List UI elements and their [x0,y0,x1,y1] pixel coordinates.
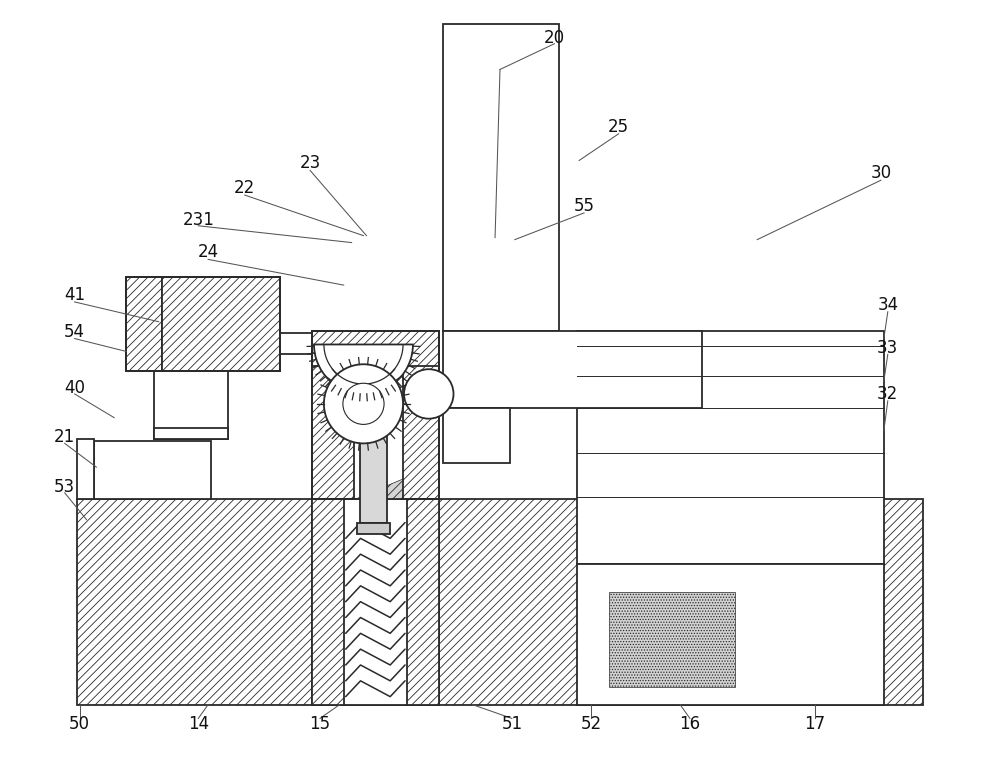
Text: 24: 24 [198,244,219,262]
Text: 21: 21 [54,428,75,446]
Text: 52: 52 [580,715,602,733]
Bar [126,277,280,371]
Bar [403,365,439,499]
Polygon shape [354,463,439,499]
Bar [94,442,211,499]
Wedge shape [314,345,413,394]
Text: 40: 40 [64,379,85,397]
Bar [154,428,228,439]
Text: 30: 30 [870,165,891,182]
Bar [577,331,884,564]
Text: 54: 54 [64,323,85,341]
Text: 32: 32 [877,385,898,403]
Bar [443,331,702,407]
Text: 41: 41 [64,286,85,304]
Circle shape [343,383,384,424]
Bar [312,331,354,499]
Bar [77,439,94,499]
Text: 231: 231 [182,211,214,229]
Bar [312,331,439,366]
Text: 14: 14 [188,715,209,733]
Bar [77,499,923,705]
Text: 33: 33 [877,339,898,358]
Text: 55: 55 [574,197,595,215]
Bar [162,277,280,371]
Text: 23: 23 [299,154,321,172]
Bar [443,407,510,463]
Text: 34: 34 [877,296,898,314]
Circle shape [404,369,454,419]
Bar [360,435,387,522]
Polygon shape [312,424,354,499]
Text: 15: 15 [309,715,331,733]
Circle shape [324,364,403,443]
Text: 20: 20 [544,29,565,47]
Bar [357,522,390,535]
Bar [126,277,162,371]
Bar [280,333,312,355]
Bar [312,331,439,499]
Bar [443,24,559,331]
Bar [312,499,344,705]
Bar [609,592,735,687]
Text: 53: 53 [54,478,75,496]
Text: 16: 16 [679,715,701,733]
Bar [360,366,387,435]
Bar [312,499,439,705]
Bar [577,564,884,705]
Bar [154,370,228,439]
Text: 50: 50 [69,715,90,733]
Text: 51: 51 [501,715,522,733]
Bar [407,499,439,705]
Text: 22: 22 [234,179,255,197]
Bar [312,331,439,499]
Text: 17: 17 [804,715,825,733]
Text: 25: 25 [608,118,629,136]
